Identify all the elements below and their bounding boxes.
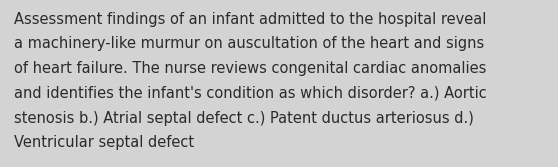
- Text: Assessment findings of an infant admitted to the hospital reveal: Assessment findings of an infant admitte…: [14, 12, 487, 27]
- Text: a machinery-like murmur on auscultation of the heart and signs: a machinery-like murmur on auscultation …: [14, 36, 484, 51]
- Text: and identifies the infant's condition as which disorder? a.) Aortic: and identifies the infant's condition as…: [14, 86, 487, 101]
- Text: stenosis b.) Atrial septal defect c.) Patent ductus arteriosus d.): stenosis b.) Atrial septal defect c.) Pa…: [14, 111, 474, 126]
- Text: of heart failure. The nurse reviews congenital cardiac anomalies: of heart failure. The nurse reviews cong…: [14, 61, 487, 76]
- Text: Ventricular septal defect: Ventricular septal defect: [14, 135, 194, 150]
